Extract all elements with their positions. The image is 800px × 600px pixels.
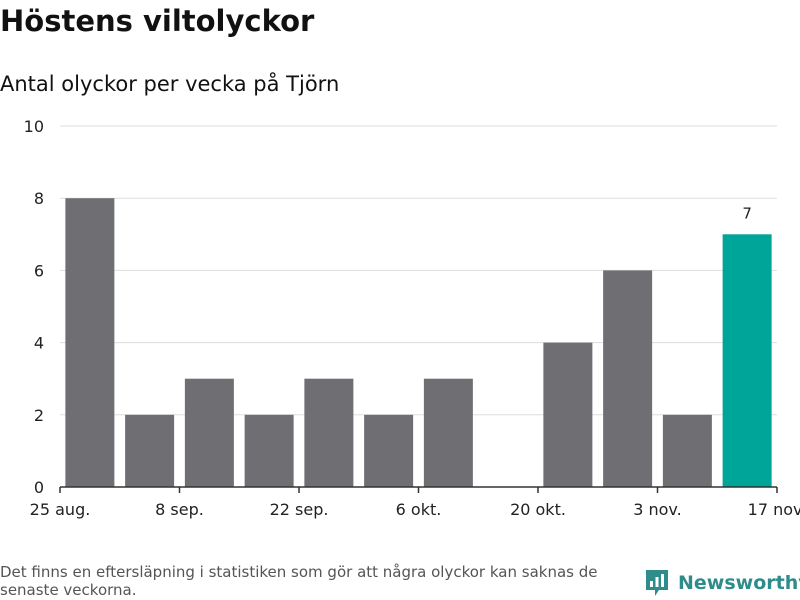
bar [603, 270, 653, 487]
x-tick-label: 20 okt. [510, 500, 566, 519]
bar [125, 414, 175, 487]
bar [65, 198, 115, 487]
bar [364, 414, 414, 487]
bar-highlight [722, 234, 772, 487]
brand: Newsworthy [644, 568, 800, 598]
y-tick-label: 8 [34, 189, 44, 208]
y-tick-label: 10 [24, 117, 44, 136]
y-tick-label: 0 [34, 478, 44, 497]
y-axis-ticks: 0 2 4 6 8 10 [24, 117, 44, 497]
grid-lines [60, 125, 777, 416]
y-tick-label: 4 [34, 334, 44, 353]
x-tick-label: 8 sep. [155, 500, 204, 519]
x-tick-label: 25 aug. [30, 500, 91, 519]
chart-title: Höstens viltolyckor [0, 4, 315, 38]
bar-value-label: 7 [742, 204, 752, 222]
data-labels: 7 [742, 204, 752, 222]
x-axis-ticks: 25 aug. 8 sep. 22 sep. 6 okt. 20 okt. 3 nov. 1… [30, 487, 800, 519]
bar-chart: 0 2 4 6 8 10 7 25 aug. 8 sep. 22 sep. 6 okt. 20 o… [24, 117, 800, 519]
bar [543, 342, 593, 487]
brand-name: Newsworthy [678, 572, 800, 594]
footnote: Det finns en eftersläpning i statistiken… [0, 563, 598, 599]
y-tick-label: 2 [34, 406, 44, 425]
x-tick-label: 6 okt. [396, 500, 442, 519]
y-tick-label: 6 [34, 261, 44, 280]
x-tick-label: 3 nov. [633, 500, 682, 519]
newsworthy-logo-icon [646, 570, 668, 596]
bar [304, 378, 354, 487]
bar [662, 414, 712, 487]
bar [244, 414, 294, 487]
bar [423, 378, 473, 487]
x-tick-label: 22 sep. [270, 500, 329, 519]
bars [65, 198, 772, 487]
bar [184, 378, 234, 487]
x-tick-label: 17 nov. [748, 500, 800, 519]
chart-subtitle: Antal olyckor per vecka på Tjörn [0, 72, 340, 96]
